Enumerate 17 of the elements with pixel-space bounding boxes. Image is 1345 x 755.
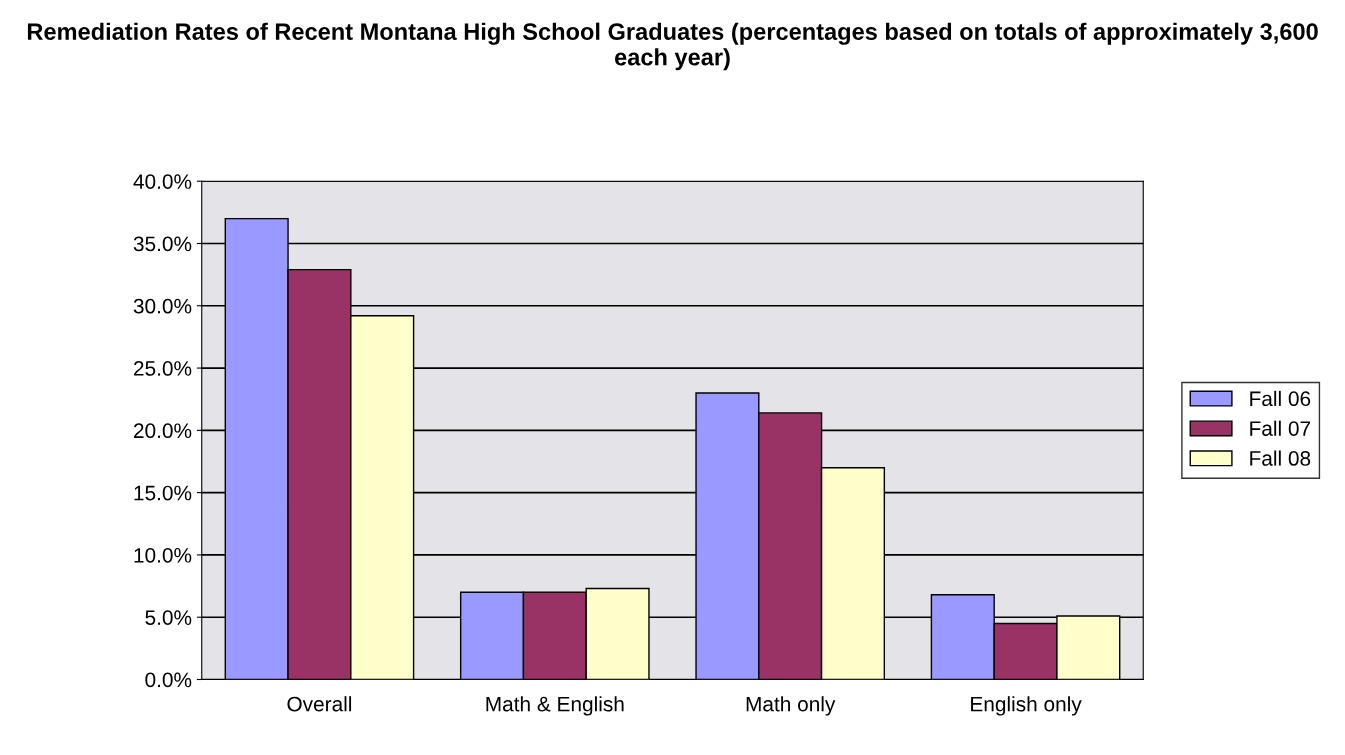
x-tick-label: Overall bbox=[287, 696, 352, 712]
y-tick-label: 20.0% bbox=[134, 423, 192, 439]
legend-label: Fall 06 bbox=[1250, 390, 1311, 407]
x-tick-label: Math & English bbox=[486, 696, 624, 716]
chart-title: Remediation Rates of Recent Montana High School Graduates (percentages based on totals of approximately 3,600 each year) bbox=[27, 22, 1318, 71]
y-tick-label: 15.0% bbox=[134, 485, 192, 501]
y-tick-label: 35.0% bbox=[133, 236, 192, 252]
y-tick-label: 10.0% bbox=[134, 547, 192, 563]
legend-label: Fall 08 bbox=[1250, 450, 1311, 466]
x-tick-label: Math only bbox=[746, 696, 836, 716]
y-tick-label: 25.0% bbox=[134, 361, 192, 376]
legend-label: Fall 07 bbox=[1250, 420, 1311, 436]
y-tick-label: 30.0% bbox=[133, 298, 192, 314]
y-tick-label: 0.0% bbox=[145, 672, 192, 688]
x-tick-label: English only bbox=[971, 696, 1082, 716]
y-tick-label: 40.0% bbox=[133, 174, 192, 189]
y-tick-label: 5.0% bbox=[145, 610, 192, 625]
